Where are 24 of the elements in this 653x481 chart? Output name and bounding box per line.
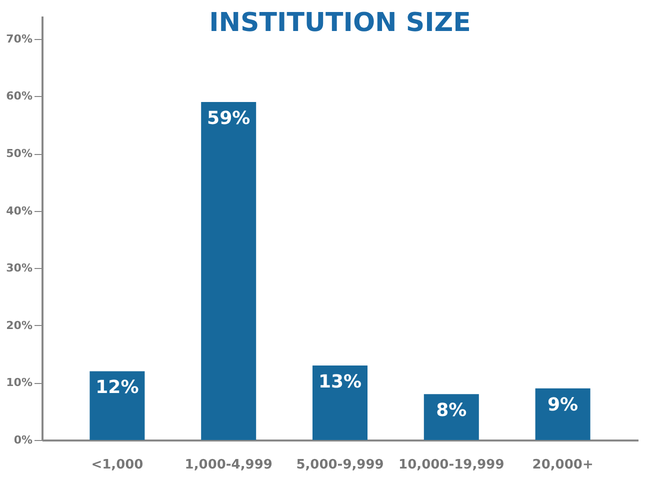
bar bbox=[424, 394, 479, 440]
bar bbox=[201, 102, 256, 440]
data-label: 59% bbox=[207, 108, 250, 129]
x-tick-label: 1,000-4,999 bbox=[184, 458, 272, 472]
y-tick-label: 70% bbox=[6, 32, 32, 46]
bar bbox=[90, 371, 145, 440]
y-tick-label: 10% bbox=[6, 376, 32, 390]
data-label: 9% bbox=[548, 394, 578, 416]
chart-title: INSTITUTION SIZE bbox=[209, 8, 471, 38]
y-tick-label: 50% bbox=[6, 147, 32, 160]
data-label: 12% bbox=[96, 377, 139, 398]
bar bbox=[535, 388, 590, 440]
x-tick-label: 5,000-9,999 bbox=[296, 458, 384, 472]
y-tick-label: 20% bbox=[6, 318, 32, 332]
data-label: 13% bbox=[318, 372, 362, 393]
x-tick-label: 20,000+ bbox=[532, 458, 594, 472]
x-tick-label: <1,000 bbox=[91, 458, 144, 472]
y-tick-label: 60% bbox=[6, 90, 32, 103]
x-tick-label: 10,000-19,999 bbox=[398, 458, 504, 472]
y-tick-label: 40% bbox=[6, 204, 32, 218]
bar bbox=[312, 366, 368, 440]
y-tick-label: 0% bbox=[14, 434, 32, 446]
y-tick-label: 30% bbox=[6, 262, 32, 275]
data-label: 8% bbox=[436, 400, 467, 422]
